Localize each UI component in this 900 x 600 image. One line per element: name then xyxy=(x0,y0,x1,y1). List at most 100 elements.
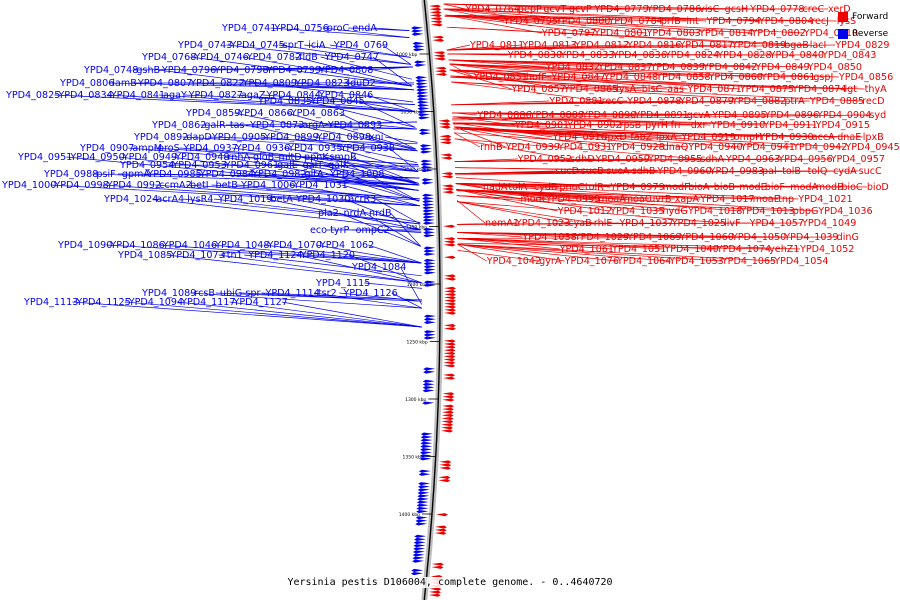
forward-leader-line xyxy=(455,183,867,188)
reverse-gene xyxy=(414,60,427,64)
forward-leader-line xyxy=(457,244,670,262)
forward-gene xyxy=(439,466,452,470)
reverse-leader-line xyxy=(364,136,418,152)
reverse-gene-label: YPD4_0873 xyxy=(249,120,304,131)
legend-item-forward[interactable]: Forward xyxy=(838,9,898,24)
reverse-gene-label: smpB xyxy=(330,152,357,163)
reverse-gene-label: YPD4_1073 xyxy=(169,250,224,261)
reverse-gene-label: YPD4_0823 xyxy=(294,78,349,89)
reverse-leader-line xyxy=(237,184,420,200)
forward-leader-line xyxy=(449,63,709,78)
forward-gene xyxy=(443,243,456,247)
reverse-leader-line xyxy=(358,100,416,128)
reverse-leader-line xyxy=(244,254,422,277)
reverse-gene xyxy=(422,401,435,405)
reverse-gene-label: YPD4_0907 xyxy=(79,143,134,154)
forward-gene-label: YPD4_1052 xyxy=(799,244,854,255)
reverse-leader-line xyxy=(343,82,415,91)
reverse-gene-label: YPD4_0747 xyxy=(324,52,379,63)
reverse-gene-label: YPD4_0950 xyxy=(69,152,124,163)
forward-leader-line xyxy=(450,75,865,90)
reverse-gene-label: YPD4_0844 xyxy=(266,90,321,101)
reverse-gene xyxy=(421,181,434,185)
forward-gene xyxy=(443,345,456,349)
reverse-leader-line xyxy=(237,94,415,112)
forward-gene-label: YPD4_0842 xyxy=(702,62,757,73)
forward-leader-line xyxy=(450,69,564,90)
forward-gene-label: recD xyxy=(862,96,884,107)
reverse-gene-label: YPD4_0806 xyxy=(59,78,114,89)
reverse-gene xyxy=(417,110,430,114)
reverse-gene-label: YPD4_1000 xyxy=(1,180,56,191)
forward-gene xyxy=(443,274,456,278)
reverse-gene-label: YPD4_0798 xyxy=(213,65,268,76)
legend-item-reverse[interactable]: Reverse xyxy=(838,26,898,41)
forward-leader-line xyxy=(456,190,779,200)
forward-gene xyxy=(434,531,447,535)
forward-gene xyxy=(428,4,441,8)
reverse-leader-line xyxy=(278,44,411,65)
reverse-leader-line xyxy=(274,156,419,184)
forward-gene-label: YPD4_0837 xyxy=(597,62,652,73)
reverse-gene xyxy=(419,457,432,461)
forward-gene xyxy=(429,14,442,18)
forward-gene-label: cydA xyxy=(833,166,857,177)
forward-gene xyxy=(443,237,456,241)
forward-gene-label: YPD4_0794 xyxy=(705,16,760,27)
reverse-leader-line xyxy=(339,292,423,302)
reverse-gene-label: YPD4_0748 xyxy=(83,65,138,76)
forward-leader-line xyxy=(456,200,486,224)
forward-gene-label: YPD4_0832 xyxy=(545,62,600,73)
forward-gene xyxy=(443,224,456,228)
reverse-gene xyxy=(411,32,424,36)
reverse-gene xyxy=(414,63,427,67)
forward-leader-line xyxy=(456,189,675,200)
reverse-gene-label: YPD4_1126 xyxy=(342,288,397,299)
reverse-gene-label: YPD4_0953 xyxy=(171,160,226,171)
reverse-gene xyxy=(416,94,429,98)
forward-gene xyxy=(429,587,442,591)
reverse-gene xyxy=(423,320,436,324)
reverse-gene xyxy=(422,382,435,386)
reverse-gene xyxy=(423,271,436,275)
forward-gene-label: YPD4_0931 xyxy=(557,142,612,153)
forward-gene-label: YPD4_0861 xyxy=(760,72,815,83)
reverse-gene xyxy=(422,221,435,225)
reverse-leader-line xyxy=(375,198,421,225)
reverse-leader-line xyxy=(171,156,419,191)
forward-leader-line xyxy=(445,14,647,34)
forward-leader-line xyxy=(450,69,740,90)
forward-gene xyxy=(441,190,454,194)
forward-gene xyxy=(440,156,453,160)
forward-gene-label: YPD4_0889 xyxy=(529,110,584,121)
reverse-leader-line xyxy=(159,94,415,112)
reverse-gene xyxy=(423,330,436,334)
forward-leader-line xyxy=(452,123,691,126)
forward-gene-label: dinG xyxy=(837,232,859,243)
reverse-gene xyxy=(419,454,432,458)
reverse-gene-label: YPD4_0859 xyxy=(185,108,240,119)
forward-gene-label: uvrB xyxy=(649,194,671,205)
reverse-gene-label: YPD4_1086 xyxy=(109,240,164,251)
forward-gene-label: YPD4_1040 xyxy=(663,244,718,255)
forward-gene xyxy=(439,463,452,467)
forward-gene-label: YPD4_1017 xyxy=(699,194,754,205)
forward-labels: YPD4_0764pepPgcvTgcvPYPD4_0779YPD4_0786v… xyxy=(443,3,900,267)
forward-gene-label: hydG xyxy=(662,206,687,217)
forward-gene-label: YPD4_0850 xyxy=(807,62,862,73)
reverse-gene xyxy=(416,91,429,95)
forward-gene xyxy=(443,361,456,365)
forward-gene xyxy=(441,184,454,188)
reverse-gene-label: dapD xyxy=(186,132,211,143)
forward-leader-line xyxy=(448,59,808,68)
reverse-gene-label: YPD4_0827 xyxy=(188,90,243,101)
forward-gene-label: moaA xyxy=(598,194,626,205)
forward-gene xyxy=(438,119,451,123)
forward-gene xyxy=(441,420,454,424)
reverse-gene xyxy=(422,389,435,393)
reverse-leader-line xyxy=(218,254,422,284)
forward-gene-label: YPD4_0830 xyxy=(507,50,562,61)
reverse-gene xyxy=(415,79,428,83)
forward-leader-line xyxy=(454,158,831,162)
reverse-gene xyxy=(422,193,435,197)
